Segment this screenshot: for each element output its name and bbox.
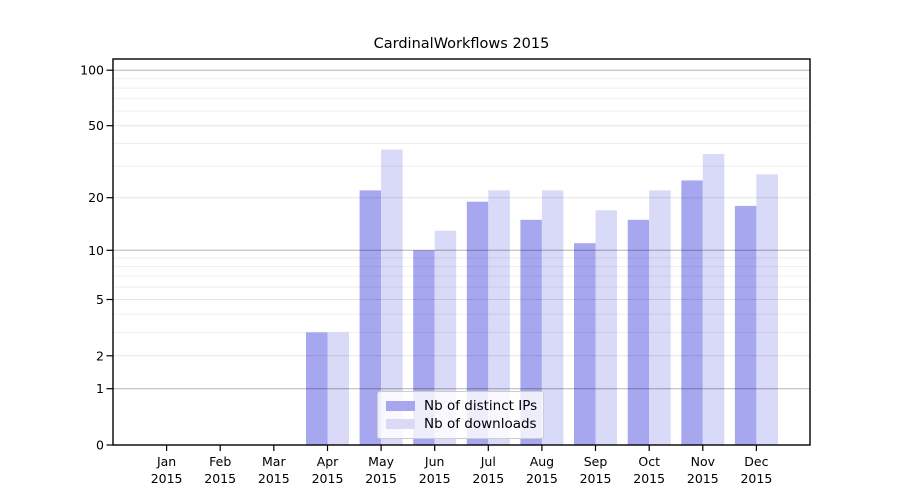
x-tick-label-month-jan: Jan	[156, 454, 176, 469]
chart-title: CardinalWorkflows 2015	[373, 36, 550, 52]
x-tick-label-year-dec: 2015	[740, 471, 772, 486]
x-tick-label-year-apr: 2015	[312, 471, 344, 486]
x-tick-label-month-oct: Oct	[638, 454, 660, 469]
x-tick-label-year-jun: 2015	[419, 471, 451, 486]
x-tick-label-year-may: 2015	[365, 471, 397, 486]
y-tick-label-20: 20	[88, 190, 104, 205]
y-tick-label-0: 0	[96, 438, 104, 453]
y-tick-label-1: 1	[96, 381, 104, 396]
bar-nov-series1	[702, 154, 725, 445]
x-tick-label-year-oct: 2015	[633, 471, 665, 486]
x-tick-label-year-jul: 2015	[472, 471, 504, 486]
legend-swatch-downloads	[386, 419, 415, 429]
bar-may-series1	[381, 149, 403, 445]
bar-nov-series0	[681, 180, 703, 445]
legend: Nb of distinct IPs Nb of downloads	[377, 391, 544, 439]
x-tick-label-month-aug: Aug	[530, 454, 554, 469]
x-tick-label-year-jan: 2015	[151, 471, 183, 486]
bar-aug-series1	[541, 190, 564, 445]
axes-frame	[112, 58, 811, 446]
legend-item-distinct-ips: Nb of distinct IPs	[386, 397, 543, 414]
y-tick-label-2: 2	[96, 348, 104, 363]
bar-apr-series0	[306, 332, 328, 445]
x-tick-label-year-nov: 2015	[687, 471, 719, 486]
x-tick-label-month-may: May	[368, 454, 394, 469]
bar-sep-series1	[595, 210, 617, 445]
x-tick-label-month-jul: Jul	[480, 454, 496, 469]
bar-jul-series1	[488, 190, 510, 445]
bar-sep-series0	[574, 243, 596, 445]
bar-dec-series0	[734, 205, 757, 445]
x-tick-label-month-nov: Nov	[691, 454, 716, 469]
bar-dec-series1	[756, 174, 778, 445]
x-tick-label-month-dec: Dec	[744, 454, 768, 469]
y-tick-label-10: 10	[88, 243, 104, 258]
bar-apr-series1	[327, 332, 349, 445]
x-tick-label-year-sep: 2015	[580, 471, 612, 486]
x-tick-label-year-feb: 2015	[204, 471, 236, 486]
bar-aug-series0	[520, 219, 542, 445]
bar-jul-series0	[466, 201, 489, 445]
bar-may-series0	[359, 190, 382, 445]
x-tick-label-year-aug: 2015	[526, 471, 558, 486]
x-tick-label-month-feb: Feb	[209, 454, 231, 469]
y-tick-label-100: 100	[80, 63, 104, 78]
bar-oct-series0	[627, 219, 650, 445]
x-tick-label-month-sep: Sep	[584, 454, 608, 469]
legend-item-downloads: Nb of downloads	[386, 415, 543, 432]
legend-label-downloads: Nb of downloads	[424, 415, 537, 432]
bar-oct-series1	[649, 190, 671, 445]
x-tick-label-month-apr: Apr	[317, 454, 339, 469]
x-tick-label-year-mar: 2015	[258, 471, 290, 486]
x-tick-label-month-mar: Mar	[262, 454, 286, 469]
legend-label-distinct-ips: Nb of distinct IPs	[424, 397, 538, 414]
y-tick-label-5: 5	[96, 292, 104, 307]
x-tick-label-month-jun: Jun	[424, 454, 445, 469]
y-tick-label-50: 50	[88, 118, 104, 133]
legend-swatch-distinct-ips	[386, 401, 415, 411]
